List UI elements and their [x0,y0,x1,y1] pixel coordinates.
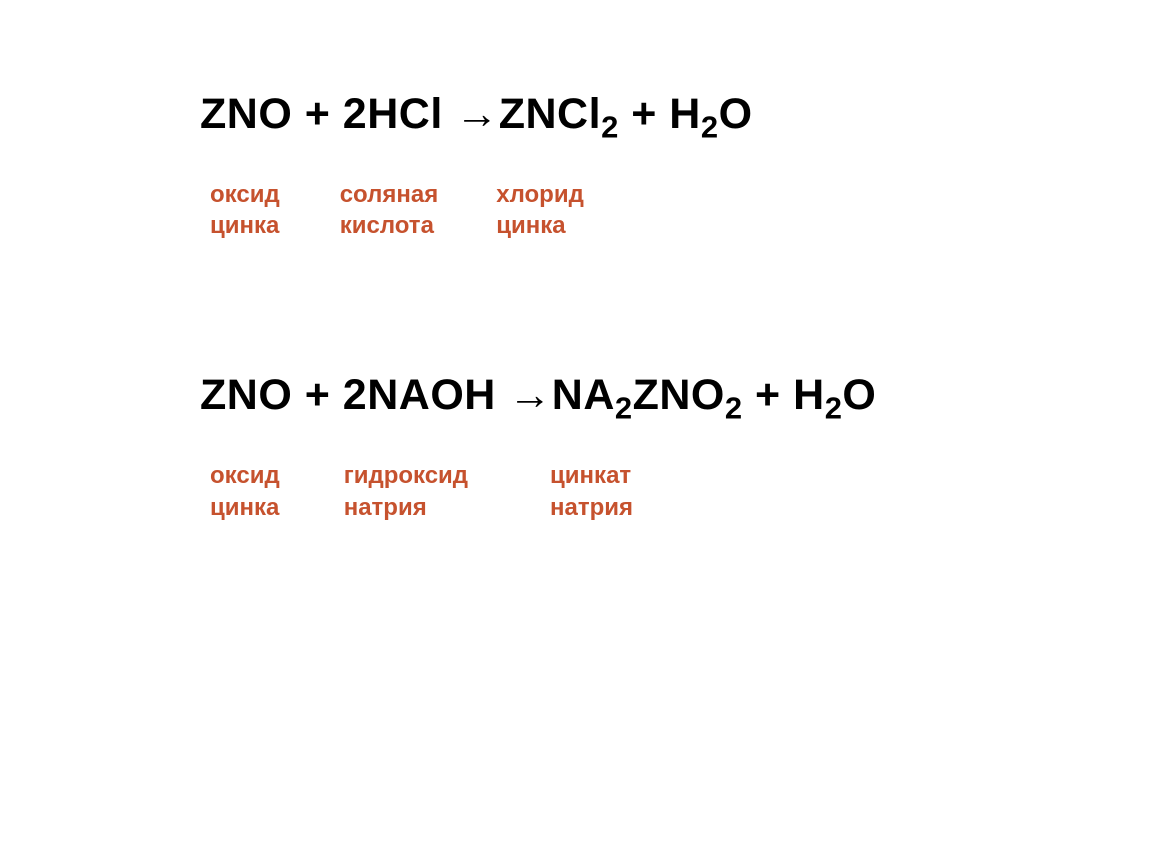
product-1-main: ZNCl [499,90,601,138]
label-line: гидроксид [344,460,468,491]
reagent-1: ZNO [200,371,292,419]
plus-sign: + [292,371,343,419]
label-oxide-zinc: оксид цинка [210,460,280,522]
product-1a: NA [552,371,615,419]
product-2a: H [669,90,701,138]
equation-block-2: ZNO + 2NAOH →NA2ZNO2 + H2O оксид цинка г… [200,371,1150,522]
product-1b: ZNO [633,371,725,419]
reagent-1: ZNO [200,90,292,138]
arrow-icon: → [443,90,499,138]
label-line: оксид [210,179,280,210]
product-2a: H [793,371,825,419]
labels-row-2: оксид цинка гидроксид натрия цинкат натр… [200,460,1150,522]
label-line: цинка [210,210,280,241]
subscript: 2 [825,391,843,426]
label-hydrochloric-acid: соляная кислота [340,179,439,241]
plus-sign: + [743,371,794,419]
subscript: 2 [725,391,743,426]
subscript: 2 [615,391,633,426]
plus-sign: + [292,90,343,138]
reagent-2: HCl [367,90,443,138]
arrow-icon: → [496,371,552,419]
plus-sign: + [619,90,670,138]
label-line: натрия [550,492,633,523]
coef: 2 [343,371,367,419]
subscript: 2 [601,110,619,145]
product-2b: O [719,90,753,138]
slide-container: ZNO + 2HCl →ZNCl2 + H2O оксид цинка соля… [0,0,1150,864]
label-line: цинка [210,492,280,523]
equation-2: ZNO + 2NAOH →NA2ZNO2 + H2O [200,371,1150,420]
label-line: натрия [344,492,468,523]
label-line: кислота [340,210,439,241]
subscript: 2 [701,110,719,145]
labels-row-1: оксид цинка соляная кислота хлорид цинка [200,179,1150,241]
label-line: соляная [340,179,439,210]
equation-1: ZNO + 2HCl →ZNCl2 + H2O [200,90,1150,139]
label-zinc-chloride: хлорид цинка [496,179,584,241]
label-oxide-zinc: оксид цинка [210,179,280,241]
label-line: оксид [210,460,280,491]
label-line: цинка [496,210,584,241]
equation-block-1: ZNO + 2HCl →ZNCl2 + H2O оксид цинка соля… [200,90,1150,241]
label-sodium-zincate: цинкат натрия [550,460,633,522]
label-sodium-hydroxide: гидроксид натрия [344,460,468,522]
reagent-2: NAOH [367,371,496,419]
label-line: цинкат [550,460,633,491]
product-2b: O [842,371,876,419]
label-line: хлорид [496,179,584,210]
coef: 2 [343,90,367,138]
